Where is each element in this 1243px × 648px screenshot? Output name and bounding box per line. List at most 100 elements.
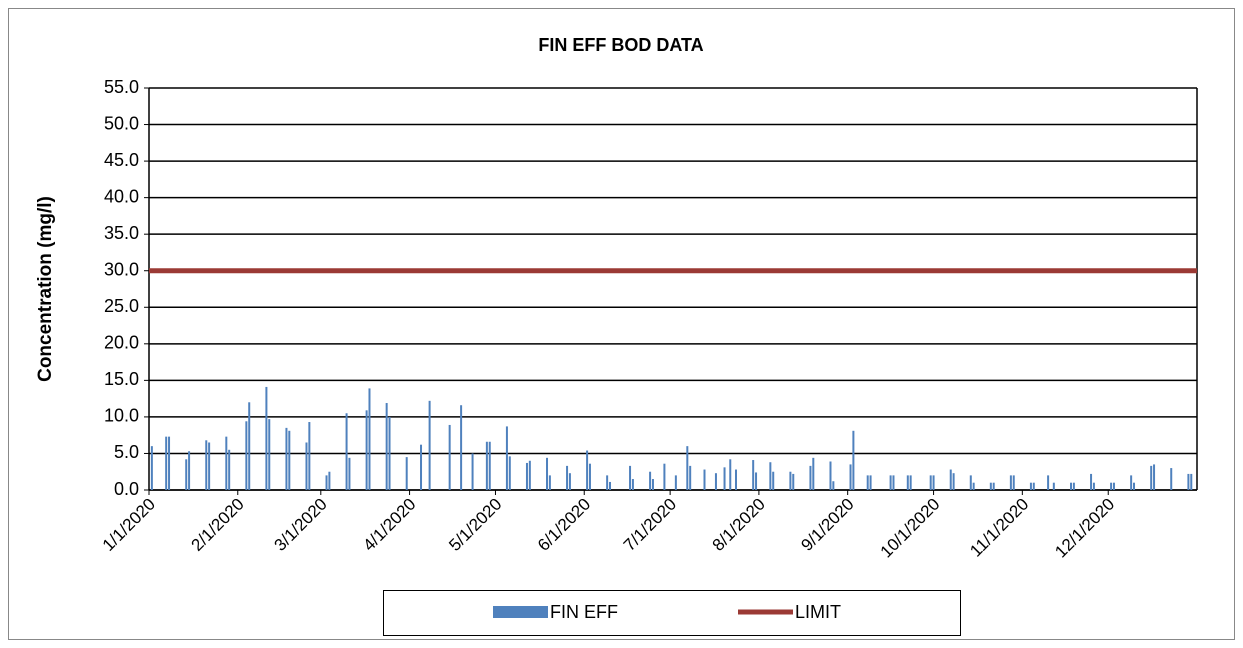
bar: [368, 388, 371, 490]
bar: [505, 426, 508, 490]
bar: [405, 457, 408, 490]
bar: [420, 444, 423, 490]
bar: [508, 456, 511, 490]
bar: [525, 462, 528, 490]
y-tick-label: 55.0: [104, 77, 139, 97]
bar: [285, 427, 288, 490]
bar: [909, 475, 912, 490]
bar: [548, 475, 551, 490]
y-tick-label: 40.0: [104, 186, 139, 206]
bar: [789, 471, 792, 490]
chart-title: FIN EFF BOD DATA: [538, 35, 703, 55]
bar: [268, 419, 271, 490]
bar: [586, 450, 589, 490]
bar: [609, 481, 612, 490]
bar: [1009, 475, 1012, 490]
bar: [308, 422, 311, 490]
y-tick-label: 25.0: [104, 296, 139, 316]
bar: [428, 400, 431, 490]
bar: [832, 481, 835, 490]
bar: [460, 405, 463, 490]
legend-label: FIN EFF: [550, 602, 618, 622]
bar: [729, 459, 732, 490]
bar: [869, 475, 872, 490]
bar: [1110, 482, 1113, 490]
bar: [606, 475, 609, 490]
bar: [205, 440, 208, 490]
bar: [448, 424, 451, 490]
y-tick-label: 30.0: [104, 259, 139, 279]
bar: [1112, 482, 1115, 490]
bar: [245, 421, 248, 490]
bar: [809, 465, 812, 490]
bar: [1032, 482, 1035, 490]
bar: [348, 457, 351, 490]
bar: [829, 461, 832, 490]
bar: [1070, 482, 1073, 490]
bar: [150, 446, 153, 490]
bar: [866, 475, 869, 490]
bar: [663, 463, 666, 490]
bar: [588, 463, 591, 490]
bar: [755, 472, 758, 490]
bar: [772, 471, 775, 490]
bar: [1153, 464, 1156, 490]
bar: [651, 479, 654, 490]
bar: [528, 460, 531, 490]
bar: [566, 465, 569, 490]
bar: [1130, 475, 1133, 490]
bar: [305, 442, 308, 490]
bar: [969, 475, 972, 490]
y-tick-label: 15.0: [104, 369, 139, 389]
bar: [723, 467, 726, 490]
legend: [383, 590, 961, 636]
y-tick-label: 0.0: [114, 479, 139, 499]
bar: [792, 473, 795, 490]
chart-frame: [8, 8, 1235, 640]
bar: [208, 442, 211, 490]
bar: [365, 410, 368, 490]
bar: [734, 469, 737, 490]
bar: [345, 413, 348, 490]
bar: [1072, 482, 1075, 490]
bar: [892, 475, 895, 490]
bar: [932, 475, 935, 490]
bar: [385, 403, 388, 490]
bar: [185, 459, 188, 490]
bar: [1047, 475, 1050, 490]
bar: [1029, 482, 1032, 490]
bar: [225, 436, 228, 490]
bar: [1133, 482, 1136, 490]
bar: [1092, 482, 1095, 490]
bar: [325, 475, 328, 490]
bar: [1090, 473, 1093, 490]
bar: [889, 475, 892, 490]
bar: [631, 479, 634, 490]
bar: [689, 465, 692, 490]
bar: [288, 430, 291, 490]
bar: [228, 449, 231, 490]
bar: [328, 471, 331, 490]
bar: [388, 416, 391, 490]
bar: [929, 475, 932, 490]
bar: [752, 460, 755, 490]
bar: [568, 473, 571, 490]
bar: [714, 473, 717, 490]
bar: [1150, 465, 1153, 490]
bar: [248, 402, 251, 490]
y-tick-label: 5.0: [114, 442, 139, 462]
bar: [952, 473, 955, 490]
bar: [703, 469, 706, 490]
y-tick-label: 10.0: [104, 406, 139, 426]
bar: [972, 482, 975, 490]
bar: [906, 475, 909, 490]
bar: [649, 471, 652, 490]
bar: [488, 441, 491, 490]
bar: [849, 464, 852, 490]
bar: [546, 457, 549, 490]
bar: [1187, 473, 1190, 490]
bar: [1012, 475, 1015, 490]
y-tick-label: 35.0: [104, 223, 139, 243]
bar: [1190, 473, 1193, 490]
